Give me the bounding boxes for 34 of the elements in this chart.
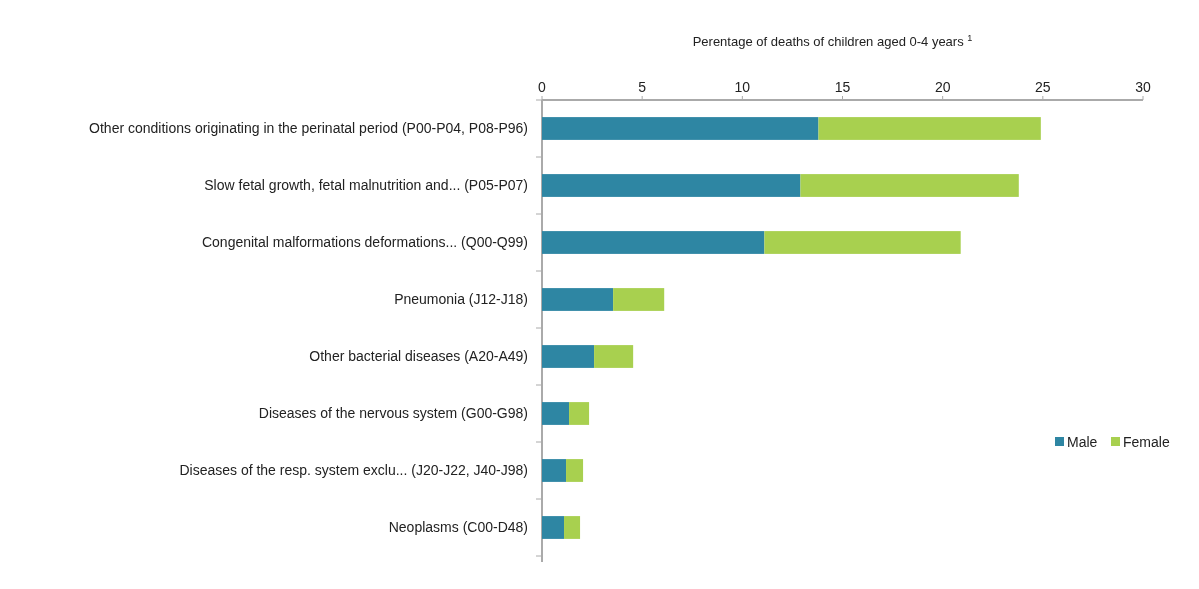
bar: [764, 231, 961, 254]
bar: [800, 174, 1019, 197]
x-tick-label: 0: [538, 79, 547, 95]
y-tick-label: Neoplasms (C00-D48): [388, 519, 528, 536]
bar: [542, 345, 595, 368]
bar: [542, 459, 567, 482]
x-axis-title: Perentage of deaths of children aged 0-4 years $^{1}$: [692, 33, 973, 49]
y-tick-label: Other conditions originating in the perinatal period (P00-P04, P08-P96): [89, 120, 528, 137]
y-tick-label: Diseases of the resp. system exclu... (J20-J22, J40-J98): [179, 462, 528, 479]
bar: [613, 288, 665, 311]
y-tick-label: Diseases of the nervous system (G00-G98): [258, 405, 528, 422]
legend-label: Female: [1123, 433, 1170, 450]
legend-label: Male: [1067, 433, 1098, 450]
bar: [542, 117, 819, 140]
y-tick-label: Pneumonia (J12-J18): [394, 291, 528, 308]
y-tick-label: Slow fetal growth, fetal malnutrition and... (P05-P07): [204, 177, 528, 194]
bar: [594, 345, 634, 368]
x-tick-label: 10: [734, 79, 751, 95]
y-tick-label: Congenital malformations deformations... (Q00-Q99): [201, 234, 528, 251]
x-tick-label: 15: [834, 79, 851, 95]
bar: [564, 516, 581, 539]
x-tick-label: 25: [1035, 79, 1051, 95]
x-tick-label: 30: [1135, 79, 1151, 95]
bar: [542, 516, 565, 539]
x-tick-label: 20: [934, 79, 951, 95]
bar: [569, 402, 590, 425]
bar: [818, 117, 1041, 140]
bar: [566, 459, 584, 482]
bar: [542, 402, 570, 425]
x-tick-label: 5: [638, 79, 647, 95]
bar: [542, 174, 801, 197]
y-tick-label: Other bacterial diseases (A20-A49): [309, 348, 528, 365]
bar: [542, 288, 614, 311]
bar: [542, 231, 765, 254]
